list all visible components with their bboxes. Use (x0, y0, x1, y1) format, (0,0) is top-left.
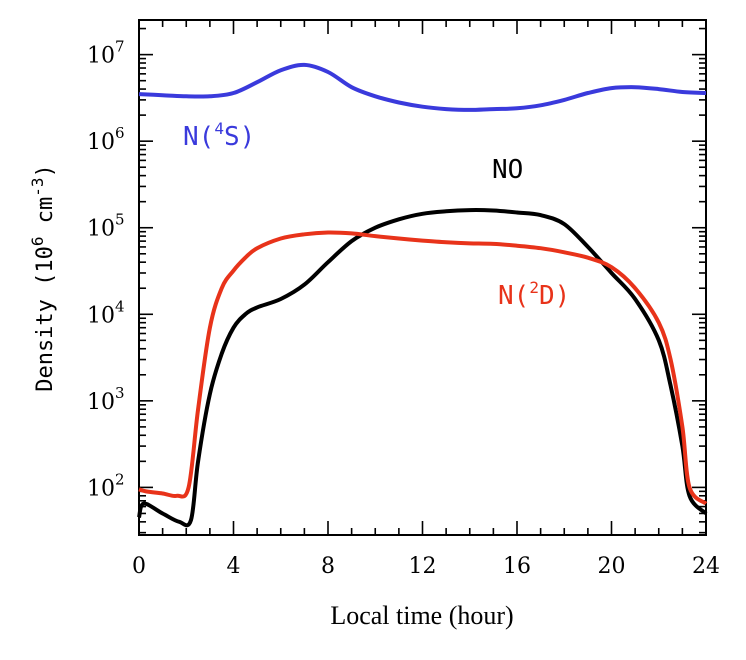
x-tick-label: 16 (503, 554, 531, 579)
y-tick-label: 106 (87, 124, 125, 155)
series-lines (137, 62, 708, 528)
x-tick-label: 24 (692, 554, 720, 579)
y-tick-labels: 102 103 104 105 106 107 (87, 38, 125, 502)
x-tick-label: 0 (132, 554, 146, 579)
series-label-n4s: N(4S) (183, 119, 255, 152)
series-label-n2d: N(2D) (498, 278, 570, 311)
y-tick-label: 104 (87, 297, 125, 328)
y-tick-label: 103 (87, 384, 125, 415)
plot-frame (138, 19, 707, 536)
y-tick-label: 107 (87, 38, 125, 69)
y-tick-label: 105 (87, 211, 125, 242)
axis-ticks (138, 20, 707, 535)
plot-area (137, 19, 708, 536)
series-line-n2d (138, 230, 708, 506)
y-axis-label: Density (106 cm-3) (28, 164, 58, 392)
y-tick-label: 102 (87, 470, 125, 501)
series-label-no: NO (492, 155, 523, 185)
x-tick-label: 8 (321, 554, 335, 579)
x-tick-label: 12 (409, 554, 437, 579)
series-line-no (137, 208, 708, 528)
x-tick-labels: 0 4 8 12 16 20 24 (132, 554, 720, 579)
series-line-n4s (138, 62, 707, 112)
x-axis-label: Local time (hour) (330, 601, 513, 630)
x-tick-label: 4 (227, 554, 241, 579)
x-tick-label: 20 (598, 554, 626, 579)
